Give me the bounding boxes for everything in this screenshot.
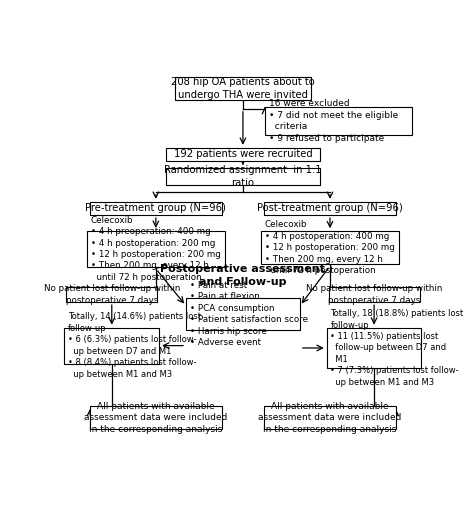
Text: All patients with available
assessment data were included
in the corresponding a: All patients with available assessment d… xyxy=(84,402,228,434)
Text: Celecoxib
• 4 h postoperation: 400 mg
• 12 h postoperation: 200 mg
• Then 200 mg: Celecoxib • 4 h postoperation: 400 mg • … xyxy=(265,220,395,275)
FancyBboxPatch shape xyxy=(90,406,222,430)
Text: Pre-treatment group (N=96): Pre-treatment group (N=96) xyxy=(85,204,226,213)
FancyBboxPatch shape xyxy=(264,202,396,215)
FancyBboxPatch shape xyxy=(328,287,419,302)
Text: Celecoxib
• 4 h preoperation: 400 mg
• 4 h postoperation: 200 mg
• 12 h postoper: Celecoxib • 4 h preoperation: 400 mg • 4… xyxy=(91,216,220,282)
FancyBboxPatch shape xyxy=(66,287,157,302)
FancyBboxPatch shape xyxy=(166,167,320,185)
Text: Post-treatment group (N=96): Post-treatment group (N=96) xyxy=(257,204,403,213)
Text: 16 were excluded
• 7 did not meet the eligible
  criteria
• 9 refused to partici: 16 were excluded • 7 did not meet the el… xyxy=(269,99,398,143)
Text: No patient lost follow-up within
postoperative 7 days: No patient lost follow-up within postope… xyxy=(306,285,442,305)
Text: Randomized assignment  in 1:1
ratio: Randomized assignment in 1:1 ratio xyxy=(164,165,322,188)
Text: Totally, 14 (14.6%) patients lost
follow-up
• 6 (6.3%) patients lost follow-
  u: Totally, 14 (14.6%) patients lost follow… xyxy=(68,313,201,379)
FancyBboxPatch shape xyxy=(166,148,320,161)
FancyBboxPatch shape xyxy=(90,202,222,215)
FancyBboxPatch shape xyxy=(261,231,399,264)
FancyBboxPatch shape xyxy=(327,328,421,369)
Text: All patients with available
assessment data were included
in the corresponding a: All patients with available assessment d… xyxy=(258,402,401,434)
FancyBboxPatch shape xyxy=(64,328,159,363)
Text: Postoperative assessment
and Follow-up: Postoperative assessment and Follow-up xyxy=(161,264,325,287)
Text: 192 patients were recruited: 192 patients were recruited xyxy=(173,149,312,159)
FancyBboxPatch shape xyxy=(186,298,300,330)
Text: Totally, 18 (18.8%) patients lost
follow-up
• 11 (11.5%) patients lost
  follow-: Totally, 18 (18.8%) patients lost follow… xyxy=(330,309,464,387)
Text: No patient lost follow-up within
postoperative 7 days: No patient lost follow-up within postope… xyxy=(44,285,180,305)
Text: • Pain at rest
• Pain at flexion
• PCA consumption
• Patient satisfaction score
: • Pain at rest • Pain at flexion • PCA c… xyxy=(190,281,308,347)
FancyBboxPatch shape xyxy=(87,231,225,267)
FancyBboxPatch shape xyxy=(265,107,412,135)
FancyBboxPatch shape xyxy=(175,77,311,100)
Text: 208 hip OA patients about to
undergo THA were invited: 208 hip OA patients about to undergo THA… xyxy=(171,77,315,100)
FancyBboxPatch shape xyxy=(264,406,396,430)
